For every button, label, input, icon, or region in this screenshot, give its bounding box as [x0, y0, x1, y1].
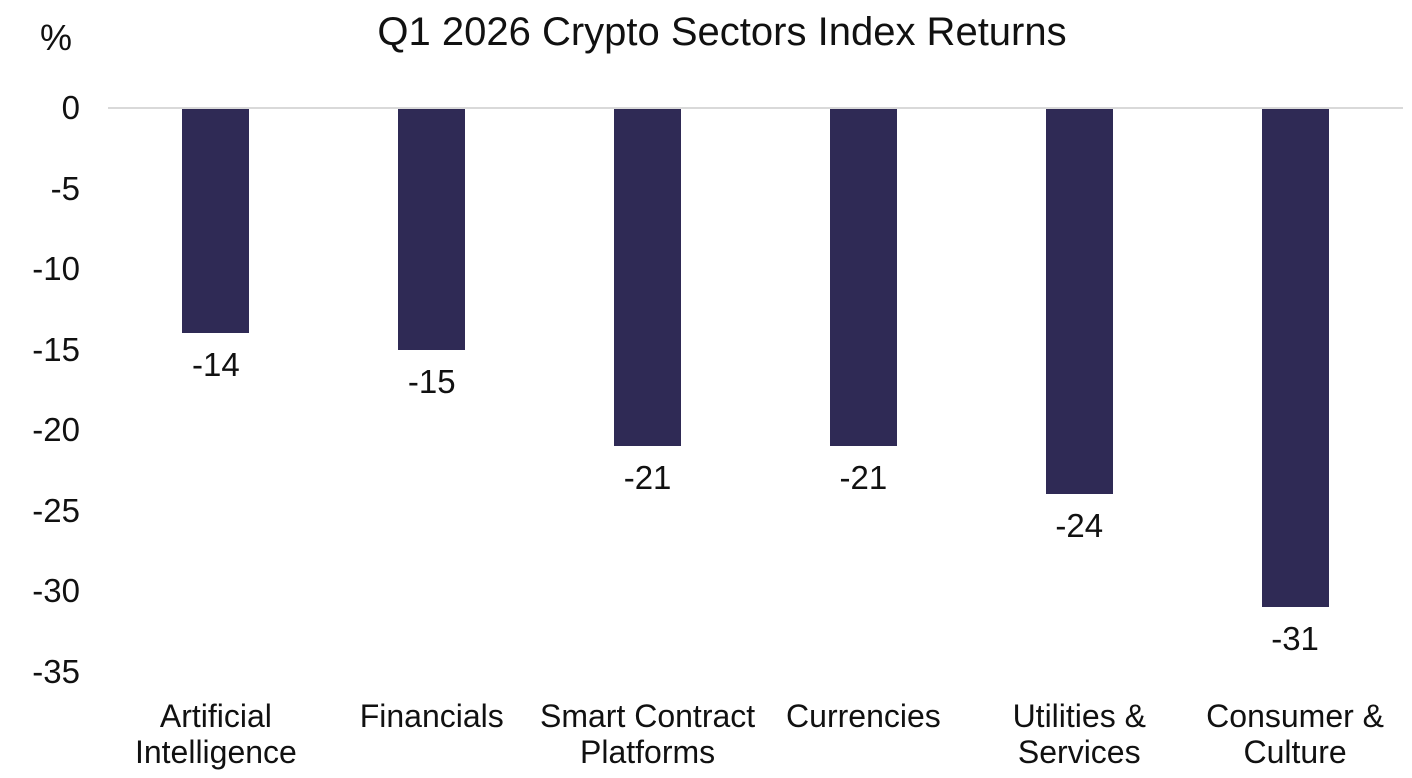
- bar-value-label: -21: [839, 459, 888, 497]
- bar-value-label: -24: [1055, 507, 1104, 545]
- category-label: Smart Contract Platforms: [539, 698, 756, 770]
- bar: [829, 109, 897, 447]
- chart-title: Q1 2026 Crypto Sectors Index Returns: [377, 10, 1067, 54]
- category-label: Consumer & Culture: [1206, 698, 1384, 770]
- zero-axis-line: [108, 107, 1403, 109]
- bar: [614, 109, 682, 447]
- bar-value-label: -14: [192, 346, 240, 384]
- bar: [1261, 109, 1329, 608]
- y-tick-label: -35: [32, 652, 80, 690]
- y-tick-label: -20: [32, 411, 80, 448]
- bar: [398, 109, 466, 350]
- bar: [1045, 109, 1113, 495]
- y-tick-label: 0: [61, 89, 80, 126]
- bar-value-label: -15: [407, 362, 456, 400]
- category-label: Financials: [359, 698, 504, 734]
- y-tick-label: -25: [32, 491, 80, 529]
- bar: [182, 109, 250, 334]
- y-axis-unit-label: %: [39, 17, 72, 58]
- y-tick-label: -15: [32, 330, 80, 368]
- category-label: Utilities & Services: [1012, 698, 1146, 770]
- y-tick-label: -30: [32, 572, 80, 609]
- bar-value-label: -31: [1271, 620, 1319, 658]
- bar-value-label: -21: [623, 459, 672, 497]
- category-label: Currencies: [786, 698, 941, 734]
- category-label: Artificial Intelligence: [134, 698, 297, 770]
- y-tick-label: -10: [32, 250, 80, 287]
- y-tick-label: -5: [50, 169, 80, 207]
